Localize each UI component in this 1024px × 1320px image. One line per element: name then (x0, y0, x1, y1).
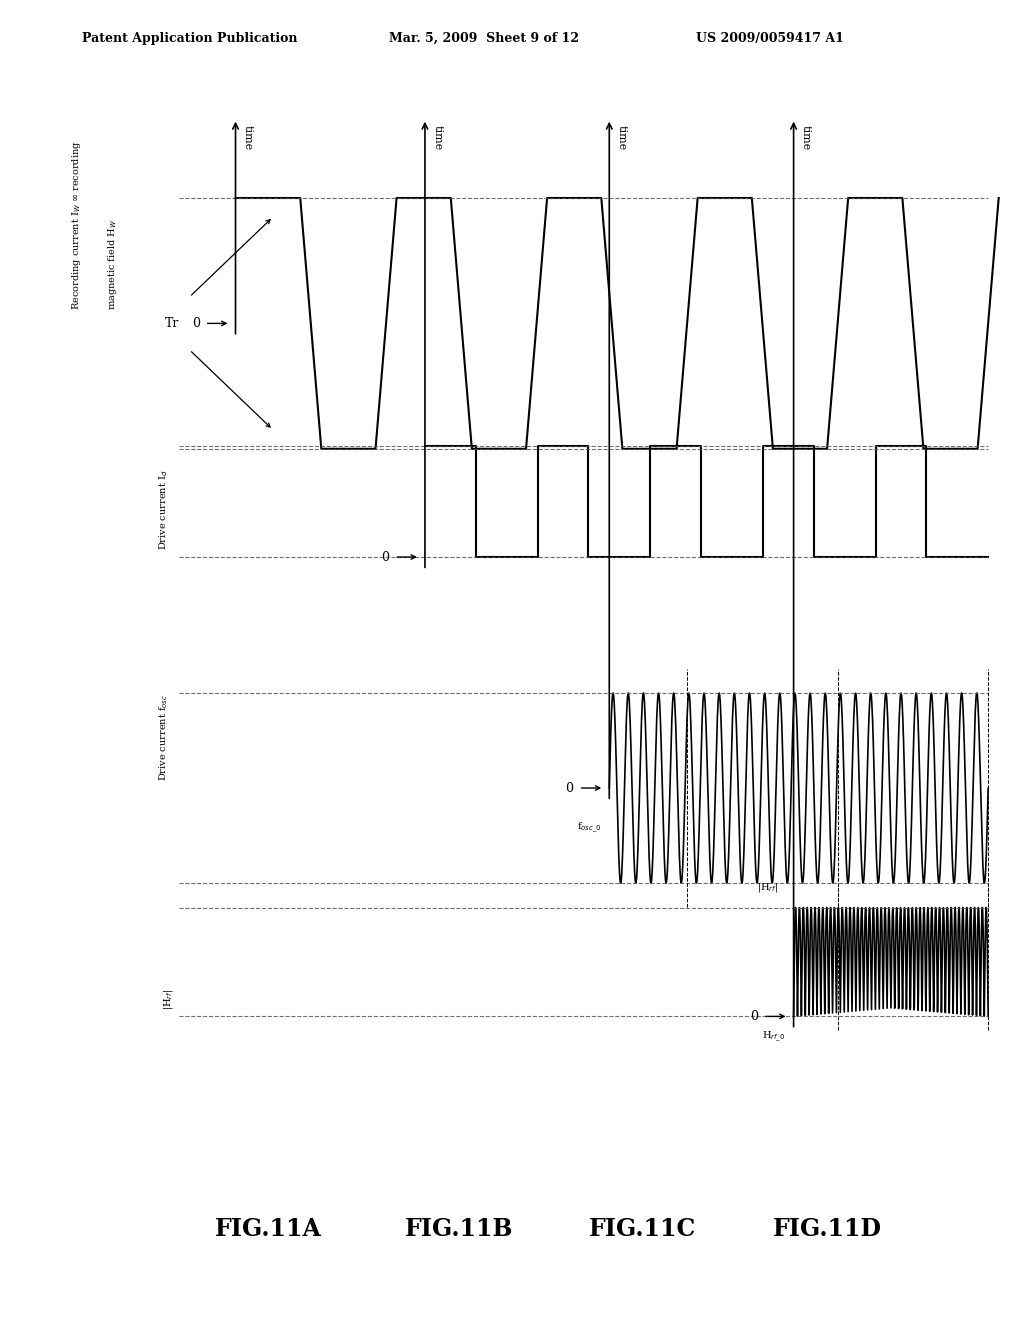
Text: time: time (616, 125, 627, 150)
Text: Recording current I$_W$ ∞ recording: Recording current I$_W$ ∞ recording (71, 141, 83, 310)
Text: FIG.11B: FIG.11B (404, 1217, 513, 1241)
Text: 0: 0 (750, 1010, 758, 1023)
Text: magnetic field H$_W$: magnetic field H$_W$ (106, 219, 119, 310)
Text: Patent Application Publication: Patent Application Publication (82, 32, 297, 45)
Text: 0: 0 (191, 317, 200, 330)
Text: FIG.11A: FIG.11A (215, 1217, 322, 1241)
Text: 0: 0 (381, 550, 389, 564)
Text: Drive current f$_{osc}$: Drive current f$_{osc}$ (158, 694, 170, 781)
Text: time: time (801, 125, 811, 150)
Text: FIG.11D: FIG.11D (773, 1217, 882, 1241)
Text: Drive current I$_d$: Drive current I$_d$ (158, 470, 170, 550)
Text: US 2009/0059417 A1: US 2009/0059417 A1 (696, 32, 844, 45)
Text: H$_{rf\_0}$: H$_{rf\_0}$ (762, 1030, 784, 1044)
Text: time: time (432, 125, 442, 150)
Text: |H$_{rf}$|: |H$_{rf}$| (758, 882, 778, 895)
Text: Tr: Tr (165, 317, 179, 330)
Text: |H$_{rf}$|: |H$_{rf}$| (163, 989, 175, 1010)
Text: f$_{osc\_0}$: f$_{osc\_0}$ (577, 821, 601, 836)
Text: 0: 0 (565, 781, 573, 795)
Text: Mar. 5, 2009  Sheet 9 of 12: Mar. 5, 2009 Sheet 9 of 12 (389, 32, 580, 45)
Text: FIG.11C: FIG.11C (589, 1217, 696, 1241)
Text: time: time (243, 125, 253, 150)
